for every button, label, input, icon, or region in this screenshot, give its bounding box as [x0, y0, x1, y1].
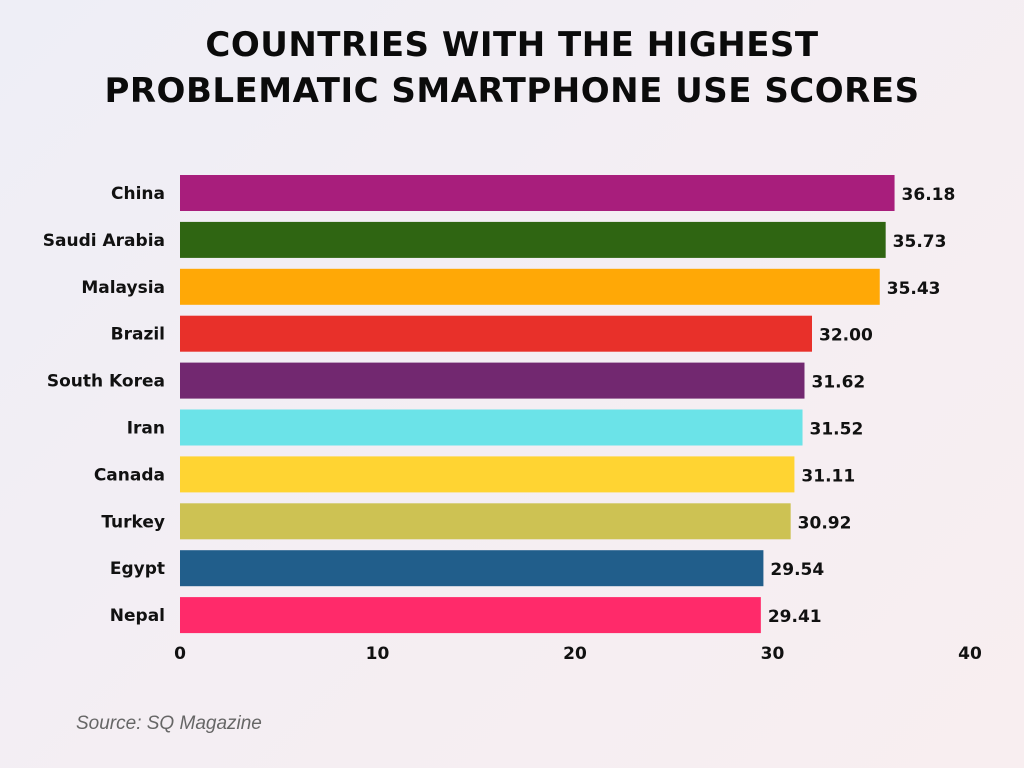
- value-label: 36.18: [902, 185, 956, 205]
- bar-nepal: [180, 597, 761, 634]
- chart-title: COUNTRIES WITH THE HIGHEST PROBLEMATIC S…: [0, 22, 1024, 114]
- category-label: Turkey: [101, 512, 165, 532]
- x-tick-label: 30: [761, 644, 785, 664]
- bar-china: [180, 175, 895, 211]
- bar-brazil: [180, 315, 812, 352]
- value-label: 30.92: [798, 513, 852, 533]
- bar-iran: [180, 409, 803, 446]
- bar-south-korea: [180, 362, 805, 399]
- value-label: 35.43: [887, 279, 941, 299]
- category-label: Canada: [94, 465, 165, 485]
- value-label: 35.73: [893, 232, 947, 252]
- category-label: Brazil: [111, 325, 165, 345]
- value-label: 29.54: [770, 560, 824, 580]
- bar-egypt: [180, 550, 764, 587]
- category-label: South Korea: [47, 372, 165, 392]
- category-label: Iran: [127, 419, 165, 439]
- x-tick-label: 40: [958, 644, 982, 664]
- chart-title-line-1: COUNTRIES WITH THE HIGHEST: [205, 25, 819, 65]
- value-label: 32.00: [819, 326, 873, 346]
- source-note: Source: SQ Magazine: [76, 713, 262, 734]
- category-label: Egypt: [110, 559, 165, 579]
- category-label: Saudi Arabia: [43, 231, 165, 251]
- category-label: Nepal: [110, 606, 165, 626]
- chart-title-line-2: PROBLEMATIC SMARTPHONE USE SCORES: [104, 71, 920, 111]
- category-label: Malaysia: [81, 278, 165, 298]
- bar-saudi-arabia: [180, 221, 886, 258]
- bar-canada: [180, 456, 795, 493]
- bar-turkey: [180, 503, 791, 540]
- value-label: 31.62: [811, 373, 865, 393]
- value-label: 29.41: [768, 607, 822, 627]
- x-tick-label: 20: [563, 644, 587, 664]
- value-label: 31.11: [801, 466, 855, 486]
- value-label: 31.52: [810, 420, 864, 440]
- x-tick-label: 10: [366, 644, 390, 664]
- category-label: China: [111, 184, 165, 204]
- bar-malaysia: [180, 268, 880, 305]
- x-tick-label: 0: [174, 644, 186, 664]
